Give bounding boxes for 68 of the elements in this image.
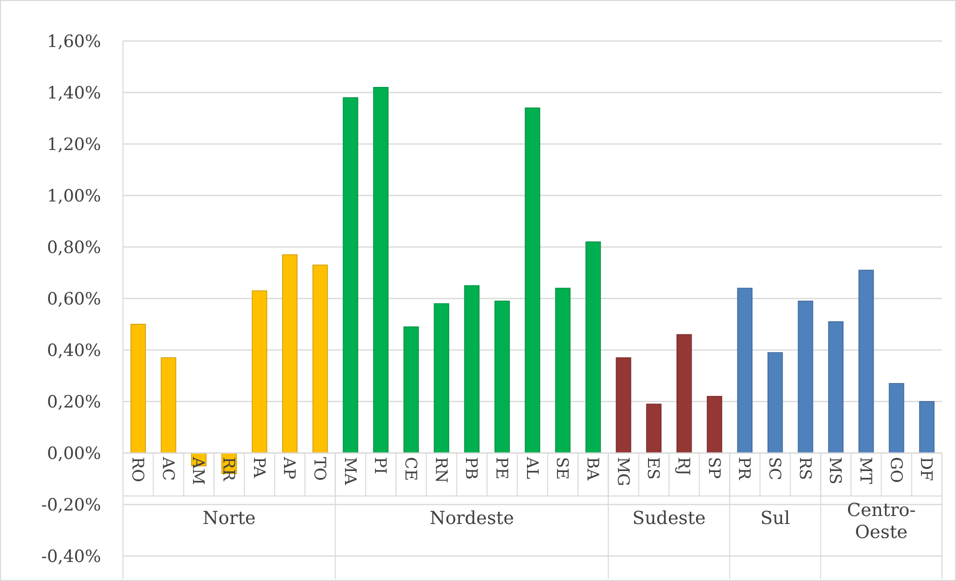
bar [555, 288, 571, 454]
bar [706, 396, 722, 454]
bar [676, 334, 692, 454]
text: Sul [760, 508, 790, 529]
bar [524, 108, 540, 454]
x-tick-label: CE [402, 457, 421, 481]
x-tick-label: MA [340, 457, 360, 486]
bar [130, 324, 146, 454]
x-tick-label: DF [917, 457, 936, 481]
bar [646, 404, 662, 454]
x-tick-label: PI [371, 457, 390, 474]
x-tick-label: PB [462, 457, 482, 480]
x-tick-label: BA [584, 457, 603, 481]
y-tick-label: 0,80% [46, 238, 101, 258]
bar [403, 326, 419, 454]
bar [252, 290, 268, 454]
text: Norte [202, 508, 256, 529]
bar [585, 241, 601, 454]
x-tick-label: RJ [674, 457, 694, 476]
bar [160, 357, 176, 454]
bar [737, 288, 753, 454]
bar [434, 303, 450, 454]
text: Centro-Oeste [846, 500, 916, 543]
bar [282, 254, 298, 454]
x-tick-label: TO [310, 457, 330, 481]
y-tick-label: 1,00% [46, 186, 101, 206]
x-tick-label: AL [522, 456, 542, 480]
bar [798, 300, 814, 454]
x-tick-label: SP [704, 457, 724, 479]
x-tick-label: RS [796, 457, 815, 480]
y-tick-label: 0,20% [46, 392, 101, 412]
y-tick-label: 1,60% [46, 32, 101, 52]
bar [858, 270, 874, 454]
bar [464, 285, 480, 454]
x-tick-label: AC [158, 456, 178, 481]
x-tick-label: MS [826, 457, 846, 484]
text: Nordeste [430, 508, 514, 529]
x-tick-label: ES [644, 457, 664, 480]
x-tick-label: RO [128, 457, 148, 482]
y-tick-label: 0,00% [46, 444, 101, 464]
x-tick-label: MG [614, 457, 633, 486]
x-tick-label: MT [856, 457, 876, 484]
bar [888, 383, 904, 454]
bar [373, 86, 389, 454]
y-tick-label: -0,20% [41, 495, 101, 516]
text: Sudeste [632, 508, 706, 529]
y-tick-label: 1,40% [46, 83, 101, 104]
bar [342, 97, 358, 454]
bar [767, 352, 783, 454]
x-tick-label: AP [280, 456, 300, 480]
bar [616, 357, 632, 454]
x-tick-label: PA [250, 457, 269, 478]
bar [828, 321, 844, 454]
y-tick-label: -0,40% [41, 546, 101, 567]
x-tick-label: PR [735, 457, 754, 481]
x-tick-label: PE [492, 457, 512, 480]
x-tick-label: RN [432, 457, 451, 484]
x-tick-label: RR [220, 457, 239, 482]
x-tick-label: GO [886, 457, 906, 483]
x-tick-label: SE [553, 457, 572, 480]
bar [919, 401, 935, 454]
x-tick-label: AM [189, 456, 208, 485]
y-tick-label: 1,20% [46, 134, 101, 155]
bar [312, 264, 328, 454]
bar [494, 300, 510, 454]
y-tick-label: 0,40% [46, 340, 101, 361]
x-tick-label: SC [766, 457, 785, 480]
y-tick-label: 0,60% [46, 289, 101, 310]
